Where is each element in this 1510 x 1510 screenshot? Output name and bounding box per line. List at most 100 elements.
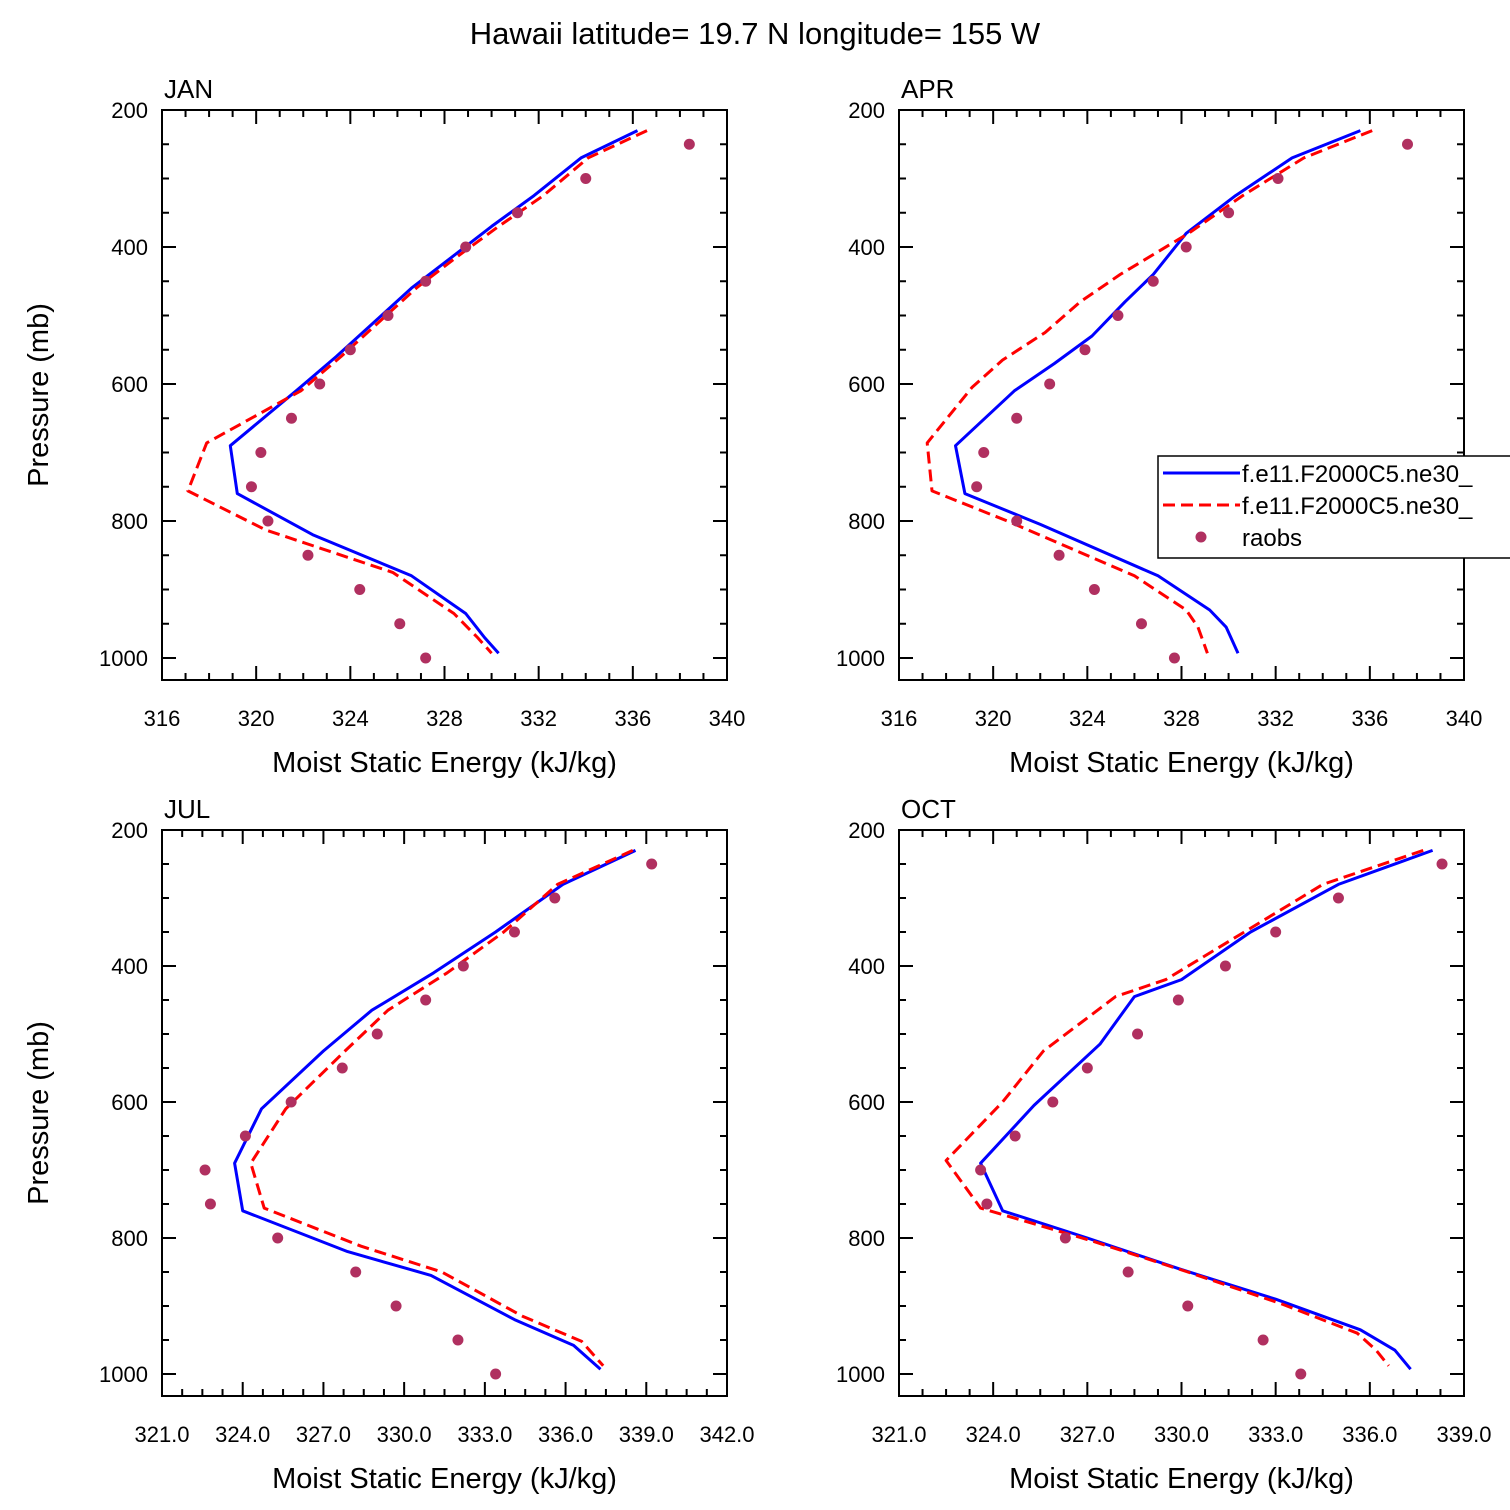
raobs-point — [420, 275, 432, 287]
x-axis-label: Moist Static Energy (kJ/kg) — [1009, 747, 1354, 779]
raobs-point — [382, 310, 394, 321]
raobs-point — [420, 652, 432, 664]
raobs-point — [1135, 618, 1147, 630]
panel-oct: OCT 200 400 600 800 1000 321.0 324.0 327.0 330.0 3… — [836, 794, 1491, 1495]
raobs-point — [314, 378, 326, 390]
series-line-solid — [233, 849, 637, 1371]
raobs-point — [508, 926, 520, 938]
x-tick-label: 339.0 — [619, 1422, 674, 1447]
series-line-solid — [979, 848, 1434, 1371]
legend-marker — [1195, 531, 1207, 543]
raobs-point — [1088, 584, 1100, 595]
raobs-point — [350, 1266, 362, 1278]
raobs-point — [272, 1232, 284, 1244]
x-tick-label: 340 — [1446, 706, 1483, 731]
raobs-point — [981, 1198, 993, 1210]
y-tick-label: 800 — [111, 509, 148, 534]
raobs-point — [490, 1368, 502, 1380]
raobs-point — [302, 549, 314, 561]
x-tick-label: 316 — [144, 706, 181, 731]
x-tick-label: 333.0 — [457, 1422, 512, 1447]
raobs-point — [1079, 344, 1091, 356]
raobs-point — [344, 344, 356, 356]
legend-label: raobs — [1242, 525, 1302, 552]
raobs-point — [1180, 241, 1192, 253]
x-tick-label: 327.0 — [296, 1422, 351, 1447]
raobs-point — [1295, 1368, 1307, 1380]
raobs-point — [255, 447, 267, 458]
raobs-point — [646, 858, 658, 870]
x-tick-label: 316 — [881, 706, 918, 731]
raobs-point — [420, 994, 432, 1006]
y-tick-label: 800 — [848, 509, 885, 534]
x-axis-label: Moist Static Energy (kJ/kg) — [1009, 1463, 1354, 1495]
raobs-point — [1044, 378, 1056, 390]
x-tick-label: 332 — [520, 706, 557, 731]
plot-frame — [898, 829, 1465, 1397]
panel-jan: JAN 200 400 600 800 1000 316 320 324 328 332 336 340… — [23, 74, 745, 779]
x-tick-label: 324 — [1069, 706, 1106, 731]
x-tick-label: 327.0 — [1060, 1422, 1115, 1447]
raobs-point — [371, 1028, 383, 1040]
plot-frame — [898, 109, 1465, 681]
raobs-point — [460, 241, 472, 253]
x-tick-label: 339.0 — [1436, 1422, 1491, 1447]
raobs-point — [285, 412, 297, 424]
x-tick-label: 328 — [426, 706, 463, 731]
series-line-solid — [954, 129, 1361, 654]
x-axis-label: Moist Static Energy (kJ/kg) — [272, 1463, 617, 1495]
raobs-point — [971, 481, 983, 493]
raobs-point — [1112, 310, 1124, 321]
plot-frame — [161, 829, 728, 1397]
raobs-point — [511, 207, 523, 219]
x-tick-label: 328 — [1163, 706, 1200, 731]
raobs-point — [239, 1130, 251, 1142]
x-tick-label: 324 — [332, 706, 369, 731]
raobs-point — [1436, 858, 1448, 870]
series-line-dashed — [925, 129, 1373, 654]
x-tick-label: 320 — [975, 706, 1012, 731]
y-tick-label: 1000 — [99, 646, 148, 671]
panel-title: OCT — [901, 794, 956, 824]
raobs-point — [1219, 960, 1231, 972]
x-tick-label: 336.0 — [538, 1422, 593, 1447]
raobs-point — [1182, 1300, 1194, 1312]
y-tick-label: 400 — [848, 235, 885, 260]
x-tick-label: 330.0 — [1154, 1422, 1209, 1447]
series-line-solid — [228, 129, 639, 655]
panels: JAN 200 400 600 800 1000 316 320 324 328 332 336 340… — [23, 74, 1492, 1495]
y-tick-label: 200 — [848, 98, 885, 123]
x-tick-label: 330.0 — [377, 1422, 432, 1447]
raobs-point — [457, 960, 469, 972]
raobs-point — [1053, 549, 1065, 561]
raobs-point — [199, 1164, 211, 1176]
raobs-point — [1223, 207, 1235, 219]
plot-frame — [161, 109, 728, 681]
legend-label: f.e11.F2000C5.ne30_ — [1242, 493, 1473, 520]
raobs-point — [1332, 892, 1344, 904]
y-tick-label: 800 — [848, 1226, 885, 1251]
raobs-point — [580, 173, 592, 184]
x-tick-label: 320 — [238, 706, 275, 731]
raobs-point — [1272, 173, 1284, 184]
x-tick-label: 321.0 — [134, 1422, 189, 1447]
y-tick-label: 800 — [111, 1226, 148, 1251]
raobs-point — [452, 1334, 464, 1346]
raobs-point — [245, 481, 257, 493]
x-tick-label: 324.0 — [966, 1422, 1021, 1447]
y-tick-label: 600 — [848, 372, 885, 397]
raobs-point — [975, 1164, 987, 1176]
y-tick-label: 200 — [848, 818, 885, 843]
raobs-point — [394, 618, 406, 630]
x-tick-label: 336.0 — [1342, 1422, 1397, 1447]
raobs-point — [1011, 412, 1023, 424]
x-tick-label: 336 — [1351, 706, 1388, 731]
raobs-point — [1132, 1028, 1144, 1040]
raobs-point — [1011, 515, 1023, 527]
raobs-point — [1081, 1062, 1093, 1074]
raobs-point — [204, 1198, 216, 1210]
y-tick-label: 1000 — [836, 646, 885, 671]
raobs-point — [1147, 275, 1159, 287]
x-tick-label: 342.0 — [699, 1422, 754, 1447]
